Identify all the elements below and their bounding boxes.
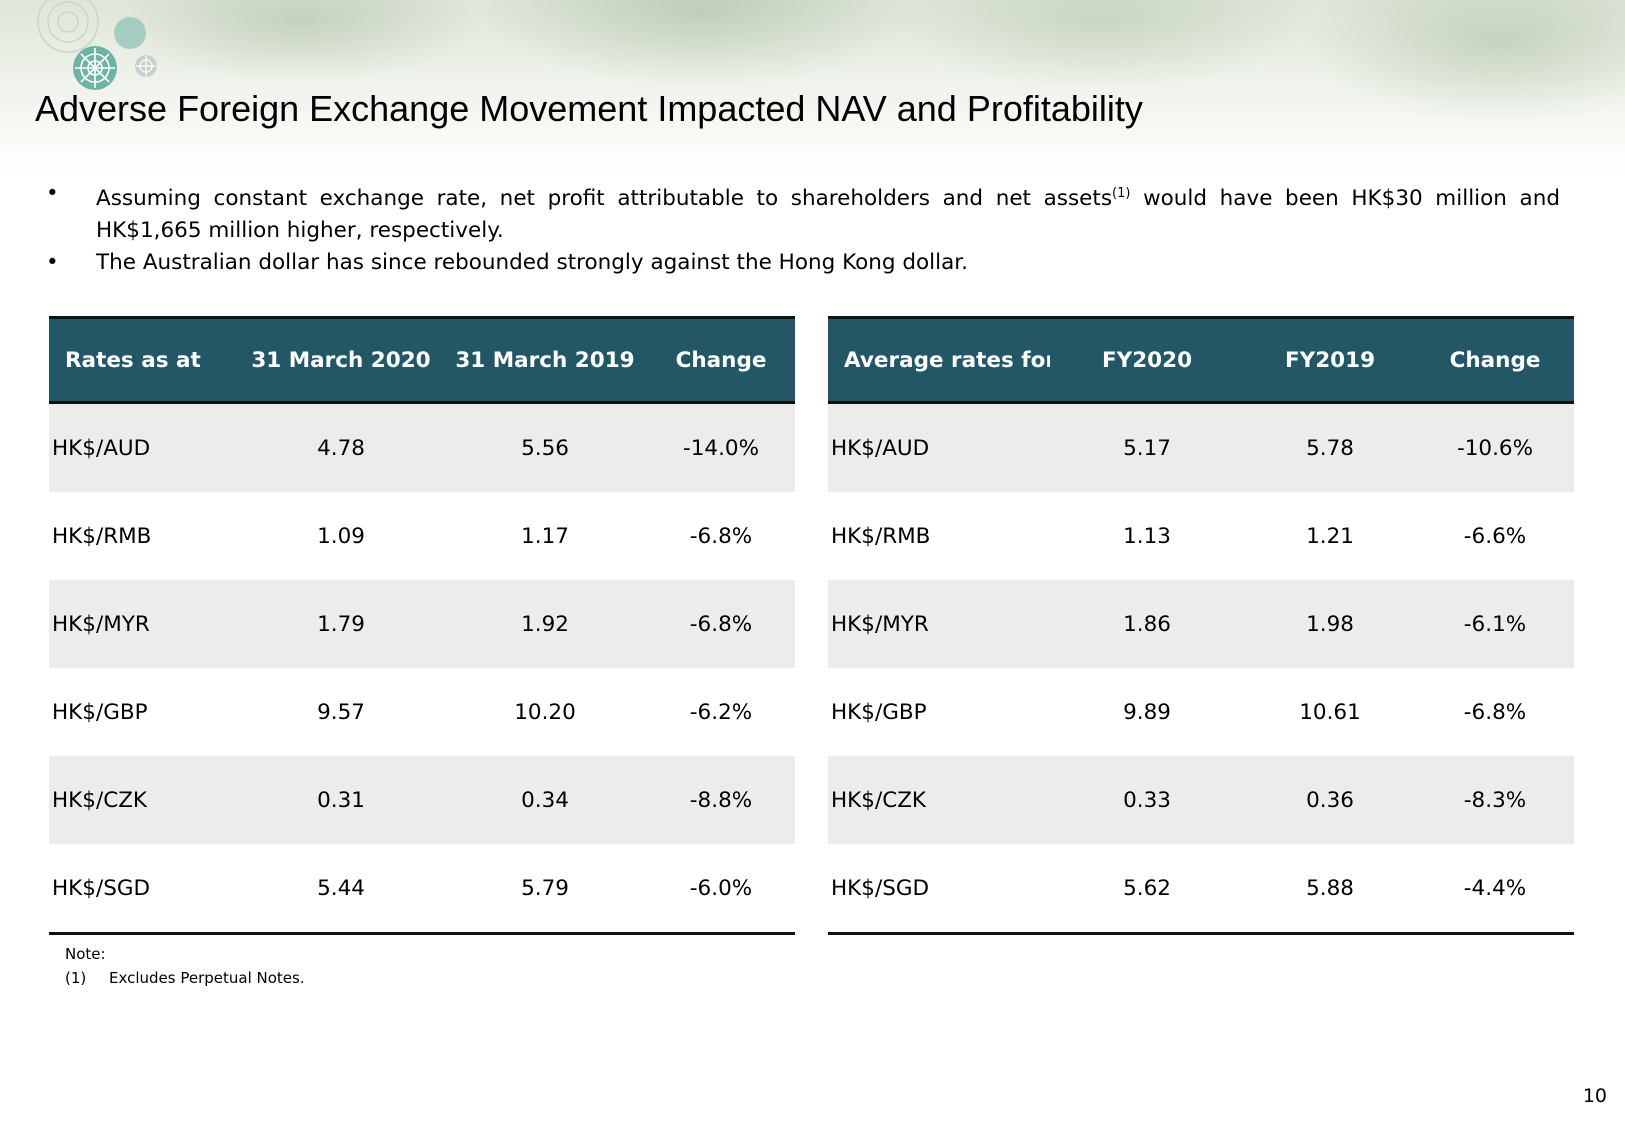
bullet-marker: • bbox=[46, 181, 59, 206]
table-row: HK$/GBP 9.89 10.61 -6.8% bbox=[828, 668, 1574, 756]
table-row: HK$/SGD 5.44 5.79 -6.0% bbox=[49, 844, 795, 935]
currency-pair-cell: HK$/RMB bbox=[831, 523, 931, 549]
change-cell: -6.8% bbox=[689, 611, 753, 637]
table-row: HK$/CZK 0.33 0.36 -8.3% bbox=[828, 756, 1574, 844]
change-cell: -8.8% bbox=[689, 787, 753, 813]
column-header: 31 March 2019 bbox=[443, 316, 647, 404]
column-header: FY2019 bbox=[1244, 316, 1416, 404]
change-cell: -6.8% bbox=[1463, 699, 1527, 725]
rate-cell: 5.79 bbox=[443, 844, 647, 935]
table-header-row: Rates as at 31 March 2020 31 March 2019 … bbox=[49, 316, 795, 404]
column-header: 31 March 2020 bbox=[239, 316, 443, 404]
currency-pair-cell: HK$/MYR bbox=[831, 611, 929, 637]
bullet-marker: • bbox=[46, 250, 59, 276]
change-cell: -14.0% bbox=[682, 435, 760, 461]
change-cell: -6.1% bbox=[1463, 611, 1527, 637]
company-logo-icon bbox=[37, 0, 157, 90]
closing-rates-table: Rates as at 31 March 2020 31 March 2019 … bbox=[49, 316, 795, 935]
rate-cell: 1.13 bbox=[1123, 523, 1171, 549]
note-number: (1) bbox=[65, 969, 87, 987]
bullet-text: Assuming constant exchange rate, net pro… bbox=[96, 186, 1113, 212]
table-row: HK$/AUD 4.78 5.56 -14.0% bbox=[49, 402, 795, 492]
rate-cell: 1.86 bbox=[1123, 611, 1171, 637]
change-cell: -8.3% bbox=[1463, 787, 1527, 813]
rate-cell: 5.78 bbox=[1306, 435, 1354, 461]
currency-pair-cell: HK$/AUD bbox=[831, 435, 930, 461]
note-text: Excludes Perpetual Notes. bbox=[109, 969, 305, 987]
table-row: HK$/RMB 1.09 1.17 -6.8% bbox=[49, 492, 795, 580]
bullet-item: • The Australian dollar has since reboun… bbox=[40, 247, 1560, 279]
rate-cell: 5.88 bbox=[1244, 844, 1416, 935]
rate-cell: 4.78 bbox=[317, 435, 365, 461]
average-rates-table: Average rates for FY2020 FY2019 Change H… bbox=[828, 316, 1574, 935]
bullet-text: The Australian dollar has since rebounde… bbox=[96, 250, 968, 276]
table-row: HK$/CZK 0.31 0.34 -8.8% bbox=[49, 756, 795, 844]
table-row: HK$/RMB 1.13 1.21 -6.6% bbox=[828, 492, 1574, 580]
column-header: FY2020 bbox=[1050, 316, 1244, 404]
rate-cell: 5.17 bbox=[1123, 435, 1171, 461]
page-title: Adverse Foreign Exchange Movement Impact… bbox=[35, 88, 1143, 129]
rate-cell: 0.36 bbox=[1306, 787, 1354, 813]
header-banner bbox=[0, 0, 1625, 175]
rate-cell: 9.57 bbox=[317, 699, 365, 725]
page-number: 10 bbox=[1582, 1085, 1607, 1107]
column-header: Average rates for bbox=[828, 316, 1050, 404]
change-cell: -6.2% bbox=[689, 699, 753, 725]
currency-pair-cell: HK$/GBP bbox=[831, 699, 927, 725]
table-row: HK$/GBP 9.57 10.20 -6.2% bbox=[49, 668, 795, 756]
rate-cell: 1.79 bbox=[317, 611, 365, 637]
currency-pair-cell: HK$/RMB bbox=[52, 523, 152, 549]
change-cell: -6.0% bbox=[647, 844, 795, 935]
footnote: Note: (1) Excludes Perpetual Notes. bbox=[65, 942, 305, 990]
rate-cell: 0.31 bbox=[317, 787, 365, 813]
change-cell: -4.4% bbox=[1416, 844, 1574, 935]
currency-pair-cell: HK$/MYR bbox=[52, 611, 150, 637]
column-header: Change bbox=[647, 316, 795, 404]
note-heading: Note: bbox=[65, 945, 106, 963]
rate-cell: 0.33 bbox=[1123, 787, 1171, 813]
change-cell: -6.8% bbox=[689, 523, 753, 549]
rate-cell: 1.09 bbox=[317, 523, 365, 549]
bullet-text-continued: would have been HK$30 million and HK$1,6… bbox=[96, 186, 1560, 244]
rate-cell: 1.17 bbox=[521, 523, 569, 549]
table-header-row: Average rates for FY2020 FY2019 Change bbox=[828, 316, 1574, 404]
rate-cell: 5.44 bbox=[239, 844, 443, 935]
change-cell: -6.6% bbox=[1463, 523, 1527, 549]
currency-pair-cell: HK$/GBP bbox=[52, 699, 148, 725]
note-item: (1) Excludes Perpetual Notes. bbox=[65, 966, 305, 990]
currency-pair-cell: HK$/SGD bbox=[49, 844, 239, 935]
rate-cell: 1.98 bbox=[1306, 611, 1354, 637]
rate-cell: 1.21 bbox=[1306, 523, 1354, 549]
rate-cell: 5.56 bbox=[521, 435, 569, 461]
table-row: HK$/MYR 1.79 1.92 -6.8% bbox=[49, 580, 795, 668]
rate-cell: 9.89 bbox=[1123, 699, 1171, 725]
currency-pair-cell: HK$/SGD bbox=[828, 844, 1050, 935]
currency-pair-cell: HK$/CZK bbox=[831, 787, 927, 813]
bullet-list: • Assuming constant exchange rate, net p… bbox=[40, 178, 1560, 279]
table-row: HK$/AUD 5.17 5.78 -10.6% bbox=[828, 402, 1574, 492]
column-header: Change bbox=[1416, 316, 1574, 404]
currency-pair-cell: HK$/AUD bbox=[52, 435, 151, 461]
rate-cell: 10.20 bbox=[514, 699, 576, 725]
rate-cell: 10.61 bbox=[1299, 699, 1361, 725]
currency-pair-cell: HK$/CZK bbox=[52, 787, 148, 813]
footnote-ref: (1) bbox=[1112, 186, 1131, 201]
rate-cell: 0.34 bbox=[521, 787, 569, 813]
table-row: HK$/MYR 1.86 1.98 -6.1% bbox=[828, 580, 1574, 668]
table-row: HK$/SGD 5.62 5.88 -4.4% bbox=[828, 844, 1574, 935]
rate-cell: 1.92 bbox=[521, 611, 569, 637]
rate-cell: 5.62 bbox=[1050, 844, 1244, 935]
column-header: Rates as at bbox=[49, 316, 239, 404]
bullet-item: • Assuming constant exchange rate, net p… bbox=[40, 178, 1560, 247]
change-cell: -10.6% bbox=[1456, 435, 1534, 461]
